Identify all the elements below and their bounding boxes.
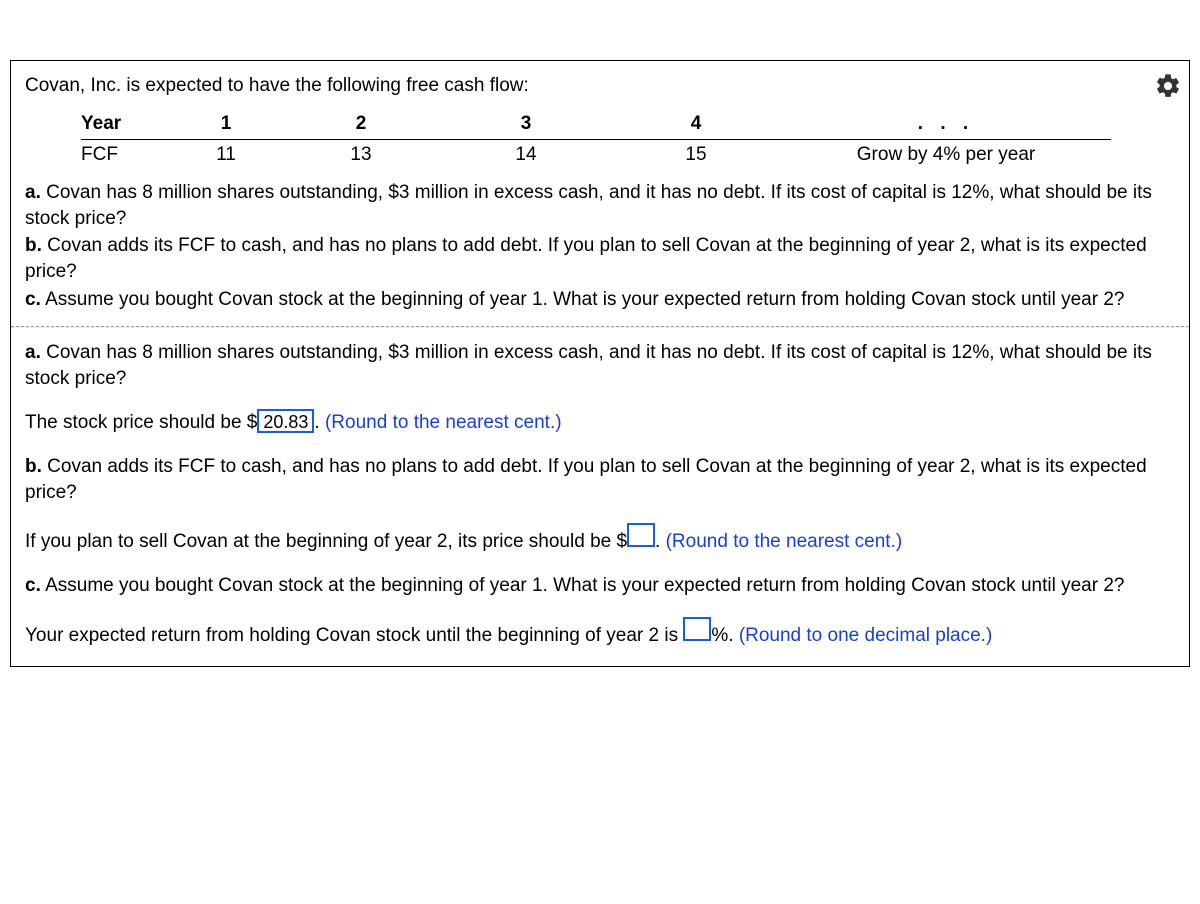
answer-b-prompt: b. Covan adds its FCF to cash, and has n… [25, 454, 1175, 505]
intro-text: Covan, Inc. is expected to have the foll… [11, 61, 1189, 105]
q-b-label: b. [25, 235, 42, 256]
fcf-table: Year 1 2 3 4 . . . FCF 11 13 14 15 Grow … [81, 109, 1111, 170]
q-a-text: Covan has 8 million shares outstanding, … [25, 182, 1152, 229]
gear-icon[interactable] [1154, 72, 1182, 100]
fcf-4: 15 [611, 140, 781, 171]
ans-a-label: a. [25, 342, 41, 363]
ans-c-pre: Your expected return from holding Covan … [25, 625, 683, 646]
table-header-row: Year 1 2 3 4 . . . [81, 109, 1111, 140]
stock-price-input[interactable]: 20.83 [257, 409, 314, 433]
question-b: b. Covan adds its FCF to cash, and has n… [25, 233, 1175, 284]
problem-container: Covan, Inc. is expected to have the foll… [10, 60, 1190, 667]
fcf-2: 13 [281, 140, 441, 171]
fcf-3: 14 [441, 140, 611, 171]
question-block: a. Covan has 8 million shares outstandin… [11, 180, 1189, 326]
ans-b-hint: (Round to the nearest cent.) [666, 531, 903, 552]
q-c-label: c. [25, 289, 41, 310]
fcf-1: 11 [171, 140, 281, 171]
header-1: 1 [171, 109, 281, 140]
q-a-label: a. [25, 182, 41, 203]
ans-b-text: Covan adds its FCF to cash, and has no p… [25, 456, 1147, 503]
ans-a-text: Covan has 8 million shares outstanding, … [25, 342, 1152, 389]
ans-c-hint: (Round to one decimal place.) [739, 625, 992, 646]
ans-c-text: Assume you bought Covan stock at the beg… [41, 575, 1125, 596]
year2-price-input[interactable] [627, 523, 655, 547]
answer-c-line: Your expected return from holding Covan … [25, 617, 1175, 649]
ans-c-label: c. [25, 575, 41, 596]
answer-b-line: If you plan to sell Covan at the beginni… [25, 523, 1175, 555]
ans-c-post: %. [711, 625, 738, 646]
header-2: 2 [281, 109, 441, 140]
ans-b-post: . [655, 531, 666, 552]
answer-section: a. Covan has 8 million shares outstandin… [11, 328, 1189, 648]
q-c-text: Assume you bought Covan stock at the beg… [41, 289, 1125, 310]
expected-return-input[interactable] [683, 617, 711, 641]
header-3: 3 [441, 109, 611, 140]
ans-a-post: . [314, 412, 325, 433]
answer-a-prompt: a. Covan has 8 million shares outstandin… [25, 340, 1175, 391]
ans-b-pre: If you plan to sell Covan at the beginni… [25, 531, 627, 552]
table-row: FCF 11 13 14 15 Grow by 4% per year [81, 140, 1111, 171]
header-4: 4 [611, 109, 781, 140]
fcf-grow: Grow by 4% per year [781, 140, 1111, 171]
header-year: Year [81, 109, 171, 140]
answer-a-line: The stock price should be $20.83. (Round… [25, 409, 1175, 436]
ans-a-hint: (Round to the nearest cent.) [325, 412, 562, 433]
header-dots: . . . [781, 109, 1111, 140]
row-label-fcf: FCF [81, 140, 171, 171]
question-a: a. Covan has 8 million shares outstandin… [25, 180, 1175, 231]
answer-c-prompt: c. Assume you bought Covan stock at the … [25, 573, 1175, 599]
question-c: c. Assume you bought Covan stock at the … [25, 287, 1175, 313]
q-b-text: Covan adds its FCF to cash, and has no p… [25, 235, 1147, 282]
ans-b-label: b. [25, 456, 42, 477]
ans-a-pre: The stock price should be $ [25, 412, 257, 433]
